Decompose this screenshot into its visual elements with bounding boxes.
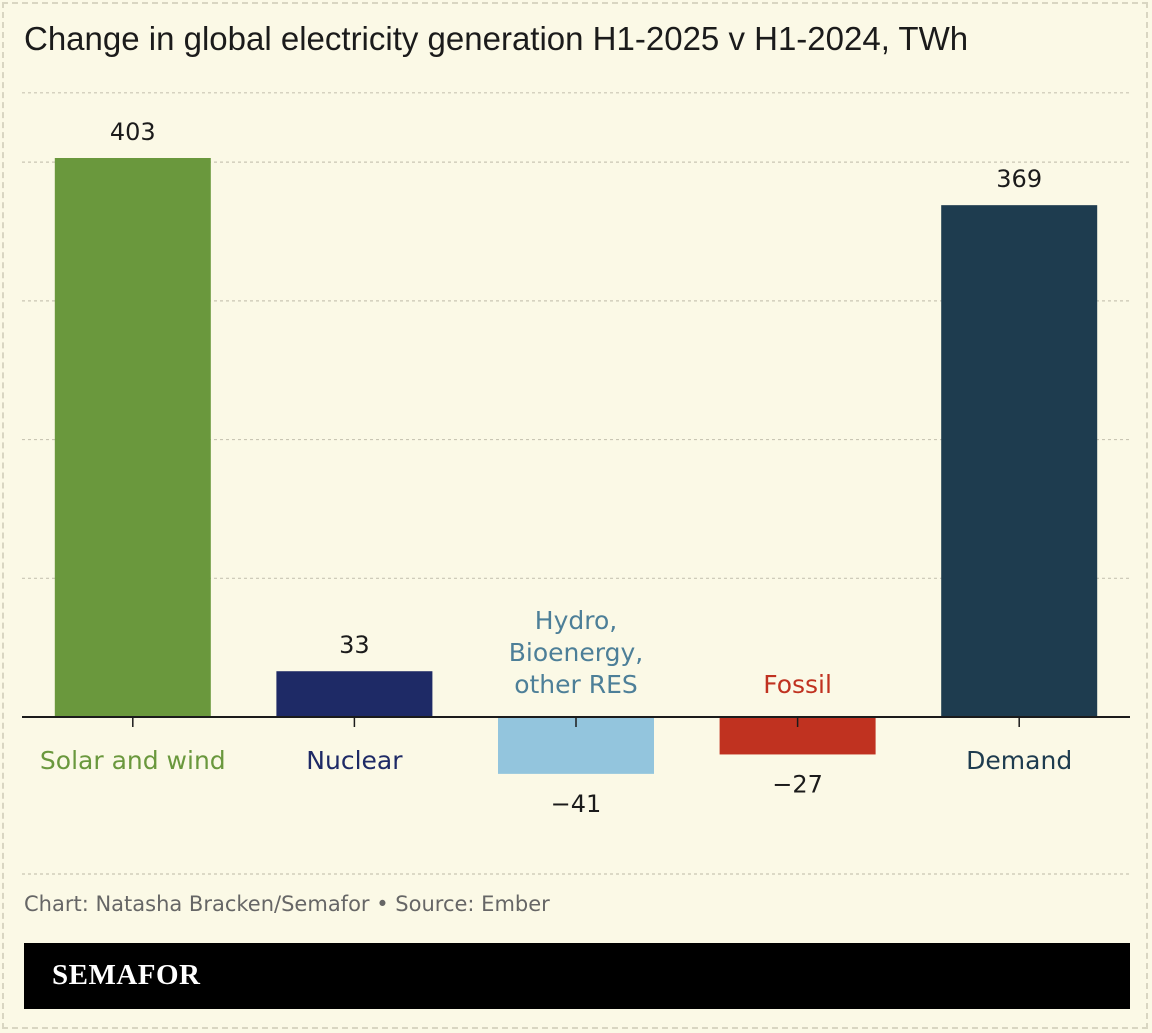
value-label: −41: [551, 790, 602, 818]
value-label: 33: [339, 631, 370, 659]
category-label: Bioenergy,: [509, 638, 643, 667]
value-label: 369: [996, 165, 1042, 193]
value-label: −27: [772, 770, 823, 798]
value-label: 403: [110, 118, 156, 146]
semafor-logo: SEMAFOR: [52, 959, 201, 991]
chart-credit: Chart: Natasha Bracken/Semafor • Source:…: [24, 892, 550, 916]
category-label: Demand: [966, 746, 1072, 775]
bar: [276, 671, 433, 717]
category-label: Fossil: [763, 670, 832, 699]
category-label: Solar and wind: [40, 746, 226, 775]
bar: [54, 158, 211, 717]
chart-title: Change in global electricity generation …: [24, 20, 969, 57]
labels: 403 Solar and wind 33 Nuclear −41 Hydro, Bioen…: [40, 118, 1072, 818]
gridlines: [22, 92, 1130, 875]
x-axis: [22, 716, 1130, 727]
brand-footer: SEMAFOR: [24, 943, 1130, 1009]
bar: [941, 205, 1098, 717]
category-label: Hydro,: [535, 606, 617, 635]
category-label: other RES: [514, 670, 638, 699]
category-label: Nuclear: [306, 746, 403, 775]
